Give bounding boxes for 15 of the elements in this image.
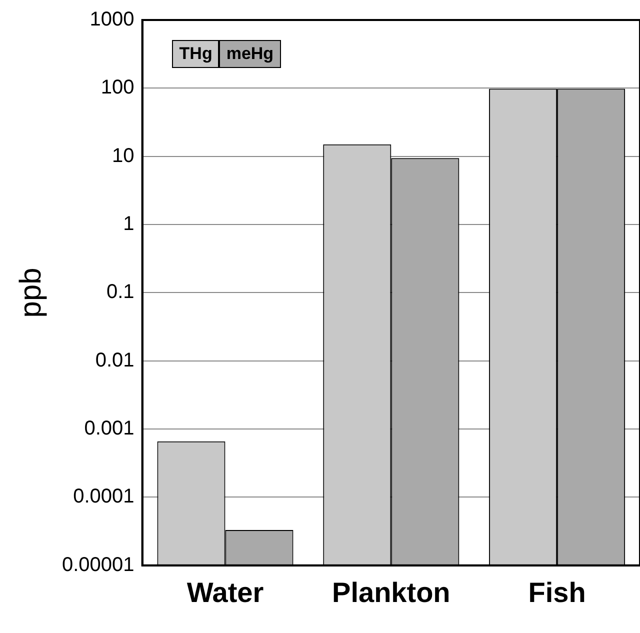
y-tick-label: 1000: [90, 8, 134, 31]
y-tick-label: 0.00001: [62, 554, 134, 576]
y-tick-label: 0.0001: [73, 486, 134, 508]
x-tick-label: Fish: [528, 576, 586, 608]
text: THg: [172, 40, 220, 68]
y-tick-label: 0.1: [106, 281, 134, 304]
x-tick-label: Water: [186, 576, 264, 608]
y-tick-label: 10: [112, 144, 134, 167]
y-tick-label: 0.001: [84, 418, 134, 440]
y-tick-label: 0.01: [95, 349, 134, 372]
y-axis-title: ppb: [14, 268, 48, 318]
text: meHg: [219, 40, 281, 68]
x-tick-label: Plankton: [332, 576, 450, 608]
y-tick-label: 100: [100, 76, 134, 99]
y-tick-label: 1: [123, 213, 134, 236]
